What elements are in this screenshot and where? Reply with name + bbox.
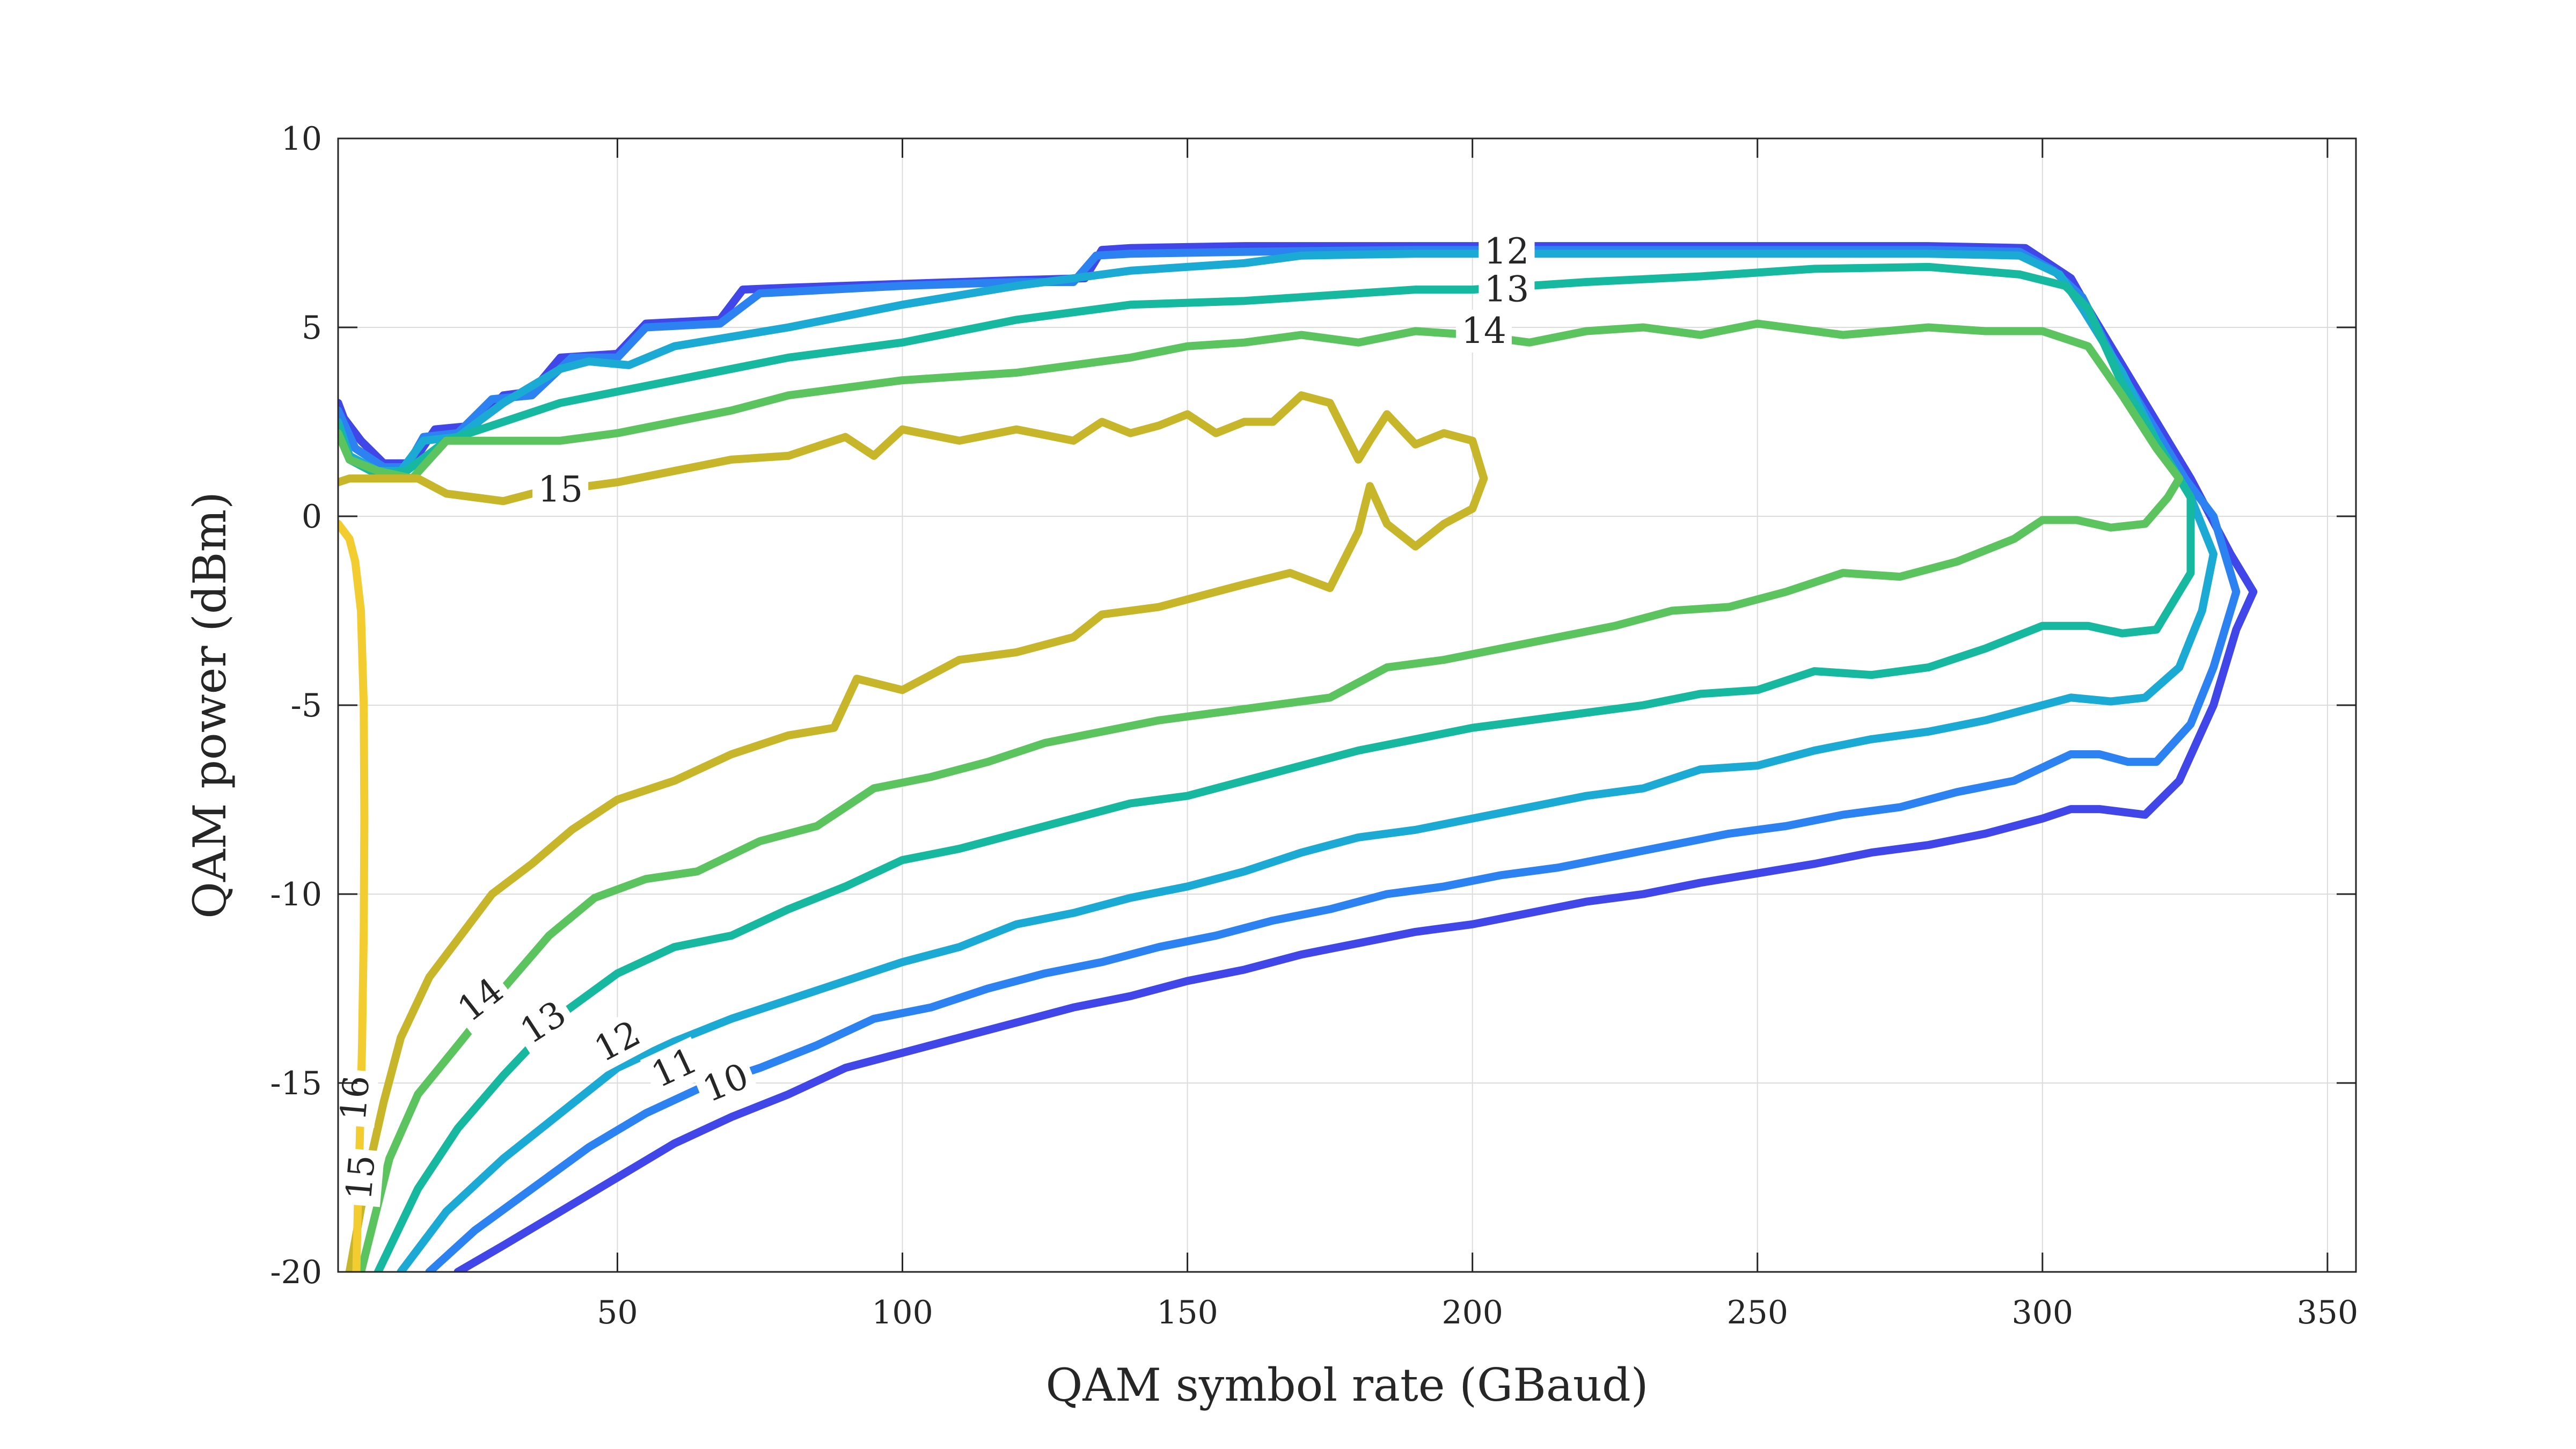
contour-label-13: 13: [1479, 268, 1535, 311]
contour-label-text: 16: [332, 1074, 377, 1122]
contour-label-text: 12: [1484, 231, 1529, 272]
contour-label-text: 14: [1461, 310, 1506, 352]
contour-label-text: 13: [513, 993, 573, 1052]
y-tick-label: -10: [270, 876, 322, 913]
y-tick-label: 0: [302, 498, 322, 536]
x-tick-label: 250: [1726, 1294, 1788, 1331]
contour-label-15: 15: [532, 468, 589, 511]
contour-label-gap: [1479, 268, 1535, 311]
contour-label-gap: [337, 1147, 385, 1208]
contour-line-12: [338, 250, 2218, 1272]
contour-line-13: [338, 262, 2195, 1272]
contour-label-gap: [1455, 310, 1512, 353]
y-tick-label: -5: [291, 687, 322, 724]
contour-lines: [338, 242, 2258, 1272]
contour-label-12: 12: [1479, 230, 1535, 274]
y-tick-label: -15: [270, 1065, 322, 1102]
contour-label-13: 13: [508, 989, 579, 1056]
contour-label-text: 14: [450, 970, 511, 1030]
contour-label-14: 14: [445, 965, 516, 1034]
contour-label-14: 14: [1455, 310, 1512, 353]
x-axis-label: QAM symbol rate (GBaud): [1045, 1359, 1648, 1411]
x-tick-label: 50: [597, 1294, 638, 1331]
contour-label-gap: [692, 1052, 760, 1114]
x-tick-label: 100: [872, 1294, 933, 1331]
contour-label-gap: [445, 965, 516, 1034]
contour-label-text: 13: [1484, 269, 1529, 310]
y-tick-label: -20: [270, 1254, 322, 1291]
x-tick-label: 200: [1441, 1294, 1503, 1331]
contour-label-12: 12: [582, 1009, 653, 1074]
contour-label-gap: [508, 989, 579, 1056]
contour-label-gap: [532, 468, 589, 511]
x-tick-label: 150: [1157, 1294, 1218, 1331]
x-tick-label: 350: [2297, 1294, 2359, 1331]
contour-line-14: [338, 319, 2184, 1272]
contour-line-11: [338, 246, 2241, 1272]
contour-label-gap: [640, 1036, 709, 1100]
contour-line-15: [338, 391, 1488, 1272]
x-tick-label: 300: [2012, 1294, 2074, 1331]
contour-label-text: 15: [538, 469, 583, 510]
contour-label-15: 15: [337, 1147, 385, 1208]
contour-label-16: 16: [331, 1068, 379, 1128]
contour-labels: 10111213141514131211101615: [331, 223, 1535, 1208]
y-tick-label: 10: [281, 120, 322, 158]
contour-label-text: 15: [338, 1153, 383, 1202]
contour-label-gap: [582, 1009, 653, 1074]
y-tick-label: 5: [302, 309, 322, 347]
y-axis-label: QAM power (dBm): [184, 492, 236, 919]
contour-label-gap: [1479, 230, 1535, 274]
